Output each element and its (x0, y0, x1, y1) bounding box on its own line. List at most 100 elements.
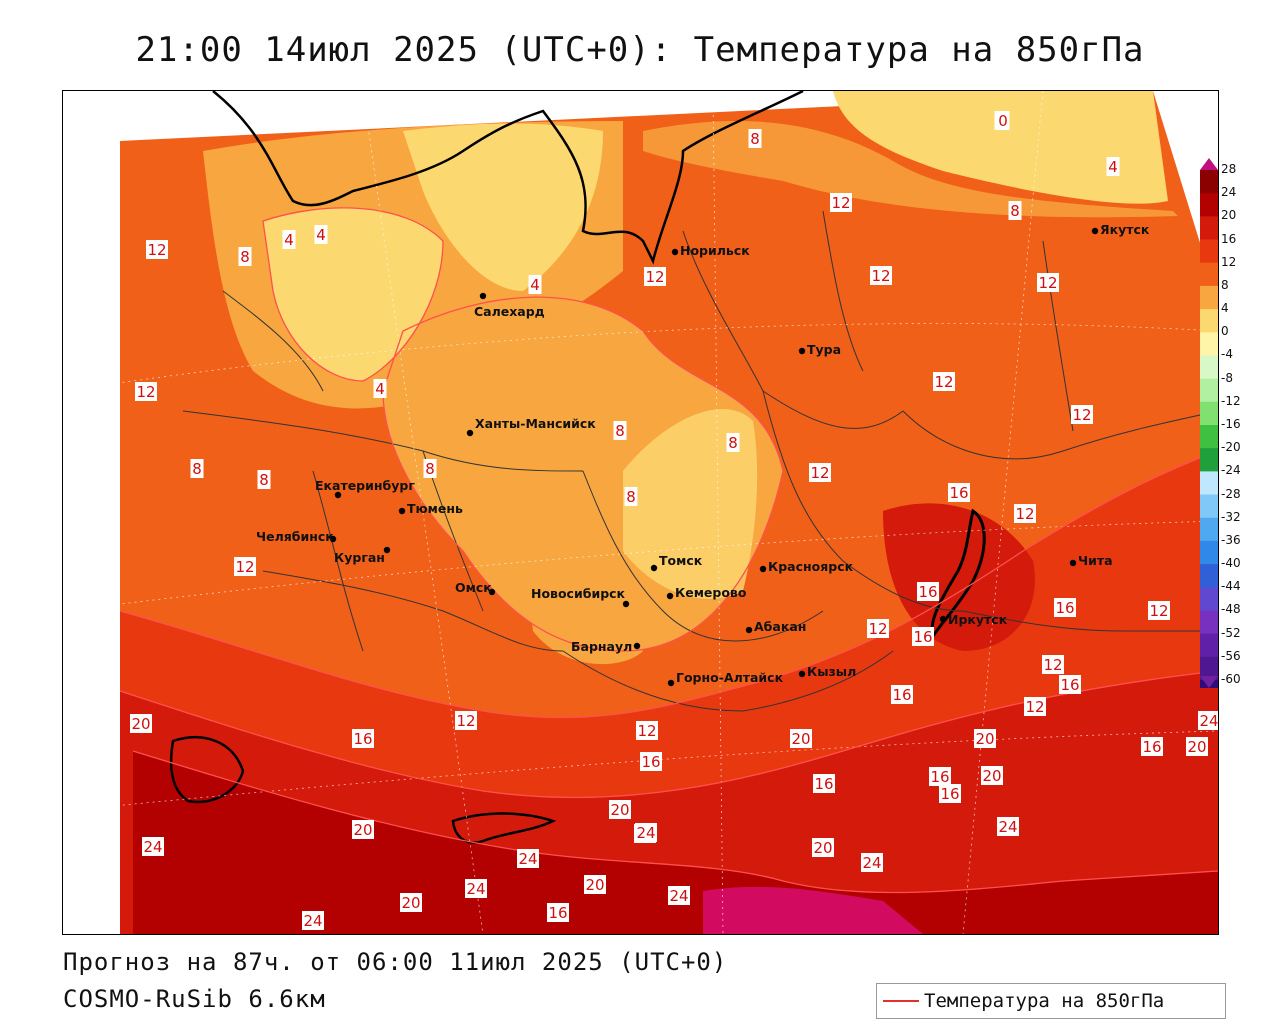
isotherm-label-text: 20 (610, 801, 629, 819)
colorbar-swatch (1200, 309, 1218, 333)
city-krasnoyarsk: Красноярск (759, 559, 854, 574)
isotherm-label: 20 (584, 875, 606, 894)
isotherm-label-text: 0 (998, 112, 1008, 130)
isotherm-label: 12 (1042, 655, 1064, 674)
isotherm-label: 16 (891, 685, 913, 704)
isotherm-label-text: 20 (791, 730, 810, 748)
colorbar-label: -16 (1221, 417, 1241, 431)
colorbar-swatch (1200, 448, 1218, 472)
city-gorno-altaysk: Горно-Алтайск (667, 670, 784, 687)
colorbar-swatch (1200, 656, 1218, 681)
isotherm-label-text: 8 (1010, 202, 1020, 220)
isotherm-label: 24 (861, 853, 883, 872)
city-salekhard: Салехард (474, 292, 545, 319)
svg-text:Кызыл: Кызыл (807, 664, 856, 679)
isotherm-label-text: 12 (1025, 698, 1044, 716)
colorbar (1200, 158, 1218, 704)
isotherm-label-text: 8 (240, 248, 250, 266)
isotherm-label: 20 (352, 820, 374, 839)
colorbar-swatch (1200, 170, 1218, 194)
isotherm-label-text: 16 (641, 753, 660, 771)
isotherm-label-text: 16 (940, 785, 959, 803)
svg-text:Челябинск: Челябинск (256, 529, 334, 544)
city-abakan: Абакан (745, 619, 806, 634)
isotherm-label: 20 (790, 729, 812, 748)
isotherm-label: 12 (636, 721, 658, 740)
isotherm-label-text: 16 (1060, 676, 1079, 694)
field-8-tomsk (623, 409, 758, 599)
svg-text:Новосибирск: Новосибирск (531, 586, 626, 601)
svg-text:Ханты-Мансийск: Ханты-Мансийск (475, 416, 596, 431)
isotherm-label: 16 (352, 729, 374, 748)
svg-text:Екатеринбург: Екатеринбург (315, 478, 415, 493)
isotherm-label: 20 (130, 714, 152, 733)
isotherm-label: 12 (1071, 405, 1093, 424)
isotherm-label-text: 24 (303, 912, 322, 930)
colorbar-label: -32 (1221, 509, 1241, 524)
colorbar-swatch (1200, 401, 1218, 426)
isotherm-label: 16 (917, 582, 939, 601)
isotherm-label: 8 (423, 459, 437, 478)
isotherm-label: 24 (635, 823, 657, 842)
isotherm-lines (119, 207, 1218, 894)
isotherm-label-text: 16 (353, 730, 372, 748)
city-chelyabinsk: Челябинск (256, 529, 337, 544)
isotherm-label: 24 (465, 879, 487, 898)
isotherm-label-text: 8 (728, 434, 738, 452)
colorbar-swatch (1200, 564, 1218, 588)
svg-text:Барнаул: Барнаул (571, 639, 632, 654)
isotherm-label: 12 (455, 711, 477, 730)
isotherm-label: 12 (1014, 504, 1036, 523)
colorbar-label: -52 (1221, 625, 1241, 640)
city-tomsk: Томск (650, 553, 703, 572)
field-4-nw (263, 207, 443, 381)
colorbar-swatch (1200, 216, 1218, 241)
isotherm-label-text: 4 (375, 380, 385, 398)
legend-label: Температура на 850гПа (924, 990, 1165, 1012)
colorbar-swatch (1200, 471, 1218, 496)
colorbar-label: -20 (1221, 440, 1241, 455)
field-4-yamal (403, 123, 603, 291)
isotherm-label-text: 20 (131, 715, 150, 733)
isotherm-label-text: 24 (998, 818, 1017, 836)
isotherm-label-text: 12 (1072, 406, 1091, 424)
colorbar-swatch (1200, 193, 1218, 217)
svg-text:Норильск: Норильск (680, 243, 750, 258)
isotherm-label: 16 (547, 903, 569, 922)
isotherm-label-text: 20 (353, 821, 372, 839)
isotherm-label: 20 (812, 838, 834, 857)
colorbar-swatch (1200, 262, 1218, 287)
city-barnaul: Барнаул (571, 639, 641, 654)
svg-text:Тюмень: Тюмень (407, 501, 463, 516)
isotherm-label-text: 24 (862, 854, 881, 872)
coastline (212, 91, 804, 265)
isotherm-label-text: 20 (1187, 738, 1206, 756)
isotherm-label: 12 (644, 267, 666, 286)
colorbar-label: 28 (1221, 162, 1237, 176)
isotherm-label: 4 (1106, 157, 1120, 176)
isotherm-label-text: 12 (1015, 505, 1034, 523)
isotherm-label: 24 (668, 886, 690, 905)
isotherm-labels: 4048128128444121212124881212888812161212… (130, 111, 1218, 930)
isotherm-label-text: 8 (626, 488, 636, 506)
map-title: 21:00 14июл 2025 (UTC+0): Температура на… (135, 30, 1145, 70)
isotherm-label-text: 16 (913, 628, 932, 646)
isotherm-label: 8 (238, 247, 252, 266)
colorbar-label: -4 (1221, 347, 1233, 362)
isotherm-label-text: 8 (425, 460, 435, 478)
isotherm-label: 4 (528, 275, 542, 294)
isotherm-label-text: 16 (548, 904, 567, 922)
isotherm-label: 16 (939, 784, 961, 803)
svg-text:Кемерово: Кемерово (675, 585, 747, 600)
isotherm-label-text: 12 (934, 373, 953, 391)
isotherm-label-text: 16 (892, 686, 911, 704)
isotherm-label-text: 16 (930, 768, 949, 786)
isotherm-label: 24 (302, 911, 324, 930)
isotherm-label: 24 (997, 817, 1019, 836)
colorbar-label: -60 (1221, 672, 1241, 686)
colorbar-label: 4 (1221, 301, 1229, 316)
city-irkutsk: Иркутск (939, 612, 1008, 627)
colorbar-label: 20 (1221, 208, 1237, 223)
isotherm-label-text: 16 (1142, 738, 1161, 756)
isotherm-label: 4 (314, 225, 328, 244)
